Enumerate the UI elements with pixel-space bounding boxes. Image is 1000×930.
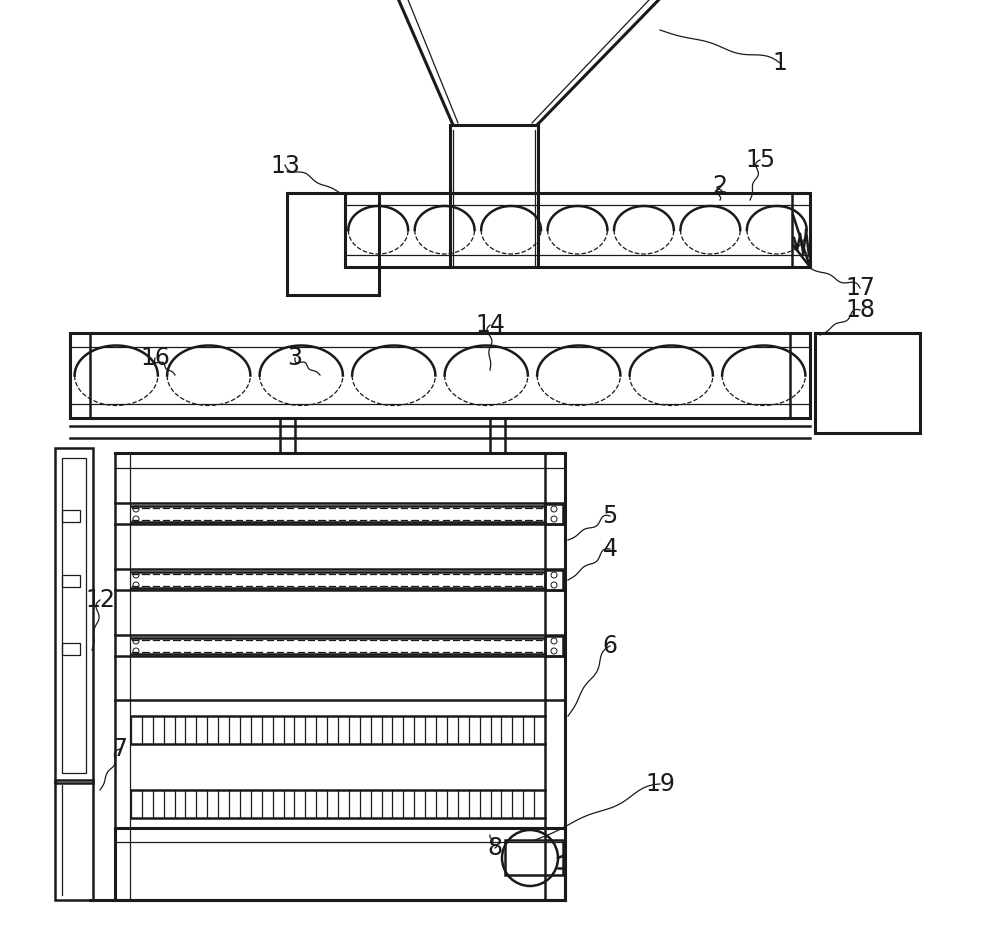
Bar	[545, 636, 563, 656]
Bar	[545, 570, 563, 590]
Text: 1: 1	[773, 51, 787, 75]
Text: 3: 3	[288, 346, 302, 370]
Text: 8: 8	[487, 836, 503, 860]
Text: 16: 16	[140, 346, 170, 370]
Text: 2: 2	[712, 174, 728, 198]
Bar	[62, 458, 86, 773]
Bar	[505, 840, 563, 875]
Text: 12: 12	[85, 588, 115, 612]
Bar	[70, 333, 810, 418]
Bar	[450, 125, 538, 193]
Bar	[62, 643, 80, 655]
Bar	[62, 575, 80, 587]
Text: 5: 5	[602, 504, 618, 528]
Text: 14: 14	[475, 313, 505, 338]
Bar	[62, 510, 80, 522]
Text: 13: 13	[270, 153, 300, 178]
Text: 17: 17	[845, 276, 875, 300]
Bar	[345, 193, 810, 267]
Text: 6: 6	[602, 634, 618, 658]
Text: 4: 4	[602, 537, 618, 561]
Text: 15: 15	[745, 148, 775, 172]
Bar	[55, 780, 93, 900]
Text: 7: 7	[112, 737, 128, 761]
Text: 18: 18	[845, 298, 875, 322]
Bar	[287, 193, 379, 295]
Bar	[545, 504, 563, 524]
Text: 19: 19	[645, 772, 675, 796]
Bar	[115, 828, 565, 900]
Bar	[815, 333, 920, 433]
Bar	[55, 448, 93, 783]
